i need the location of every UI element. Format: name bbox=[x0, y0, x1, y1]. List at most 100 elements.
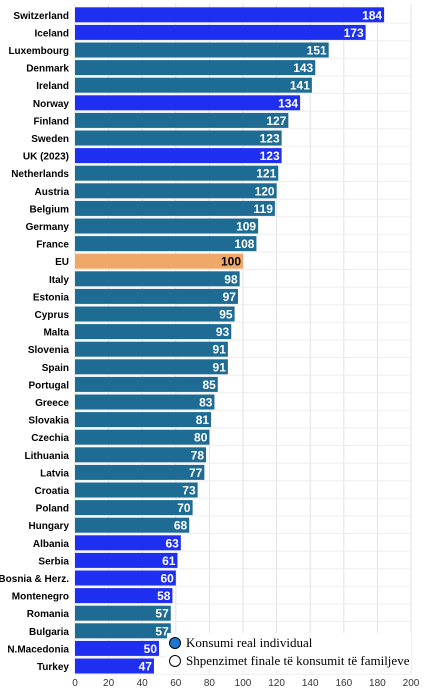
x-tick-label: 60 bbox=[170, 678, 182, 689]
bar-malta bbox=[75, 324, 232, 340]
value-label: 108 bbox=[234, 237, 254, 251]
bar-finland bbox=[75, 112, 289, 128]
value-label: 80 bbox=[194, 431, 208, 445]
value-label: 123 bbox=[260, 132, 280, 146]
value-label: 143 bbox=[293, 61, 313, 75]
bar-eu bbox=[75, 253, 243, 269]
x-tick-label: 180 bbox=[369, 678, 386, 689]
category-label: Malta bbox=[43, 328, 69, 339]
category-label: Slovakia bbox=[28, 416, 69, 427]
bar-bosnia-herz bbox=[75, 570, 176, 586]
value-label: 120 bbox=[255, 184, 275, 198]
value-label: 57 bbox=[155, 624, 169, 638]
value-label: 184 bbox=[362, 8, 382, 22]
category-label: France bbox=[36, 240, 69, 251]
category-label: Bosnia & Herz. bbox=[0, 574, 69, 585]
category-label: Denmark bbox=[26, 64, 69, 75]
value-label: 91 bbox=[213, 343, 227, 357]
category-label: Italy bbox=[49, 275, 69, 286]
category-label: Slovenia bbox=[28, 345, 70, 356]
category-label: Poland bbox=[36, 504, 69, 515]
category-label: Germany bbox=[26, 222, 70, 233]
bar-sweden bbox=[75, 130, 282, 146]
value-label: 91 bbox=[213, 360, 227, 374]
category-label: N.Macedonia bbox=[7, 644, 69, 655]
bar-czechia bbox=[75, 429, 210, 445]
value-label: 81 bbox=[196, 413, 210, 427]
bar-latvia bbox=[75, 464, 205, 480]
value-label: 78 bbox=[191, 448, 205, 462]
category-label: Iceland bbox=[35, 28, 69, 39]
x-tick-label: 140 bbox=[302, 678, 319, 689]
category-label: Hungary bbox=[28, 521, 69, 532]
category-label: Turkey bbox=[37, 662, 69, 673]
bar-uk-2023 bbox=[75, 148, 282, 164]
category-label: Czechia bbox=[31, 433, 69, 444]
bar-ireland bbox=[75, 77, 312, 93]
legend-label-household-expenditure: Shpenzimet finale të konsumit të familje… bbox=[186, 653, 410, 668]
value-label: 100 bbox=[221, 255, 241, 269]
category-label: UK (2023) bbox=[23, 152, 69, 163]
value-label: 57 bbox=[155, 607, 169, 621]
value-label: 77 bbox=[189, 466, 203, 480]
value-label: 60 bbox=[160, 572, 174, 586]
bar-hungary bbox=[75, 517, 190, 533]
bar-italy bbox=[75, 271, 240, 287]
category-label: Romania bbox=[27, 609, 70, 620]
category-label: Norway bbox=[33, 99, 70, 110]
value-label: 123 bbox=[260, 149, 280, 163]
legend-item-household-expenditure: Shpenzimet finale të konsumit të familje… bbox=[169, 652, 409, 670]
bar-lithuania bbox=[75, 447, 207, 463]
bar-estonia bbox=[75, 288, 238, 304]
bar-belgium bbox=[75, 200, 275, 216]
category-label: EU bbox=[55, 257, 69, 268]
bar-luxembourg bbox=[75, 42, 329, 58]
value-label: 47 bbox=[139, 660, 153, 674]
category-label: Sweden bbox=[31, 134, 69, 145]
bar-bulgaria bbox=[75, 623, 171, 639]
value-label: 85 bbox=[202, 378, 216, 392]
value-label: 93 bbox=[216, 325, 230, 339]
category-label: Greece bbox=[35, 398, 69, 409]
category-label: Lithuania bbox=[25, 451, 70, 462]
category-label: Finland bbox=[33, 116, 69, 127]
value-label: 134 bbox=[278, 96, 298, 110]
value-label: 97 bbox=[223, 290, 237, 304]
bars bbox=[75, 7, 385, 674]
category-label: Spain bbox=[42, 363, 69, 374]
category-label: Estonia bbox=[33, 292, 70, 303]
bar-poland bbox=[75, 500, 193, 516]
value-label: 127 bbox=[266, 114, 286, 128]
bar-spain bbox=[75, 359, 228, 375]
bar-albania bbox=[75, 535, 181, 551]
value-label: 83 bbox=[199, 396, 213, 410]
legend-marker-filled bbox=[169, 637, 181, 649]
x-tick-label: 80 bbox=[204, 678, 216, 689]
category-label: Portugal bbox=[28, 380, 69, 391]
value-label: 95 bbox=[219, 308, 233, 322]
bar-n-macedonia bbox=[75, 640, 159, 656]
category-label: Netherlands bbox=[11, 169, 69, 180]
category-label: Luxembourg bbox=[8, 46, 69, 57]
value-label: 98 bbox=[224, 272, 238, 286]
legend-item-real-consumption: Konsumi real individual bbox=[169, 634, 409, 652]
value-label: 70 bbox=[177, 501, 191, 515]
x-tick-label: 200 bbox=[403, 678, 420, 689]
category-label: Serbia bbox=[38, 556, 69, 567]
category-labels: Switzerland Iceland Luxembourg Denmark Irela… bbox=[0, 11, 69, 673]
x-tick-label: 40 bbox=[137, 678, 149, 689]
bar-germany bbox=[75, 218, 259, 234]
bar-france bbox=[75, 236, 257, 252]
bar-iceland bbox=[75, 24, 366, 40]
category-label: Ireland bbox=[36, 81, 69, 92]
category-label: Switzerland bbox=[13, 11, 69, 22]
bar-netherlands bbox=[75, 165, 279, 181]
value-label: 61 bbox=[162, 554, 176, 568]
value-label: 68 bbox=[174, 519, 188, 533]
chart-legend: Konsumi real individual Shpenzimet final… bbox=[167, 633, 412, 671]
bar-montenegro bbox=[75, 588, 173, 604]
value-label: 50 bbox=[144, 642, 158, 656]
category-label: Albania bbox=[33, 539, 70, 550]
